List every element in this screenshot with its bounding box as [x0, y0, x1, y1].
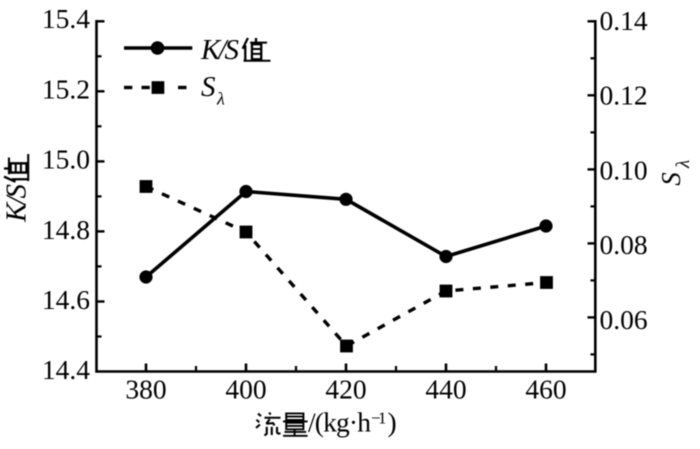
svg-text:0.10: 0.10: [600, 155, 648, 186]
svg-text:): ): [388, 407, 397, 438]
svg-text:λ: λ: [673, 160, 694, 169]
svg-text:420: 420: [325, 374, 366, 405]
svg-text:λ: λ: [216, 89, 225, 109]
svg-text:14.6: 14.6: [42, 284, 90, 315]
svg-text:S: S: [201, 71, 216, 103]
svg-text:/(kg·h: /(kg·h: [308, 407, 371, 438]
svg-text:K/S: K/S: [200, 34, 240, 66]
svg-text:0.08: 0.08: [600, 229, 648, 260]
svg-text:440: 440: [425, 374, 466, 405]
svg-text:14.4: 14.4: [42, 354, 90, 385]
svg-text:400: 400: [225, 374, 266, 405]
svg-text:15.2: 15.2: [42, 73, 90, 104]
svg-text:460: 460: [525, 374, 566, 405]
svg-text:380: 380: [125, 374, 166, 405]
svg-text:−1: −1: [371, 409, 387, 428]
svg-text:K/S: K/S: [1, 184, 33, 224]
svg-text:15.0: 15.0: [42, 144, 90, 175]
svg-text:15.4: 15.4: [42, 3, 90, 34]
svg-text:14.8: 14.8: [42, 214, 90, 245]
svg-text:0.12: 0.12: [600, 80, 648, 111]
svg-text:0.14: 0.14: [600, 5, 648, 36]
svg-text:S: S: [656, 172, 686, 186]
svg-text:0.06: 0.06: [600, 304, 648, 335]
